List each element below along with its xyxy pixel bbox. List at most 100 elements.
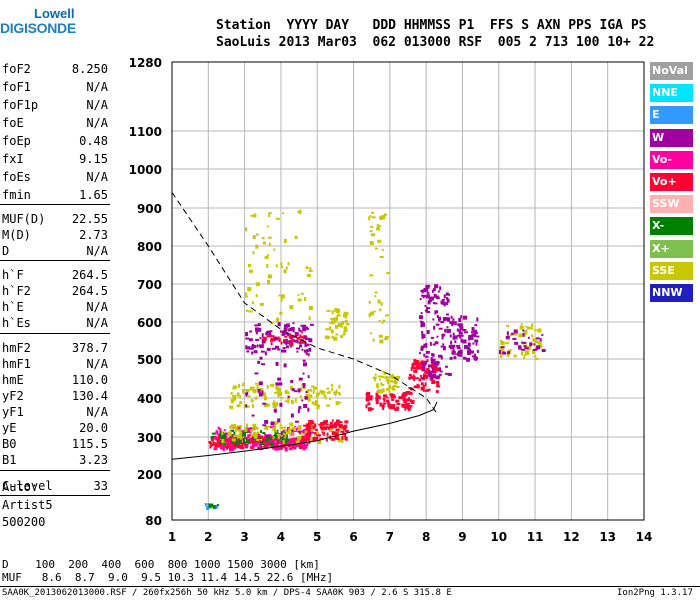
echo-point: [366, 392, 371, 396]
echo-point: [219, 433, 222, 438]
echo-point: [228, 447, 231, 452]
echo-point: [426, 306, 429, 311]
echo-point: [307, 422, 312, 426]
echo-point: [402, 397, 406, 402]
echo-point: [261, 333, 264, 338]
echo-point: [410, 366, 413, 371]
x-tick-label: 7: [386, 530, 394, 544]
echo-point: [247, 287, 252, 292]
echo-point: [389, 374, 393, 377]
echo-point: [270, 437, 275, 442]
y-tick-label: 800: [137, 240, 162, 254]
echo-point: [306, 432, 310, 437]
echo-point: [390, 380, 395, 383]
echo-point: [242, 437, 245, 442]
echo-point: [287, 395, 290, 398]
echo-point: [299, 344, 303, 348]
echo-point: [443, 304, 446, 307]
echo-point: [263, 396, 267, 401]
echo-point: [520, 351, 523, 356]
echo-point: [339, 421, 343, 424]
legend-item: NNE: [650, 84, 693, 103]
echo-point: [256, 233, 259, 237]
echo-point: [245, 404, 248, 408]
echo-point: [302, 446, 306, 451]
echo-point: [209, 445, 212, 449]
echo-point: [305, 391, 308, 394]
echo-point: [438, 327, 443, 330]
echo-point: [264, 438, 269, 442]
echo-point: [307, 397, 311, 402]
param-value: N/A: [86, 405, 108, 419]
autoscale-label: Auto:: [2, 480, 39, 494]
echo-point: [251, 436, 254, 441]
echo-point: [301, 348, 304, 351]
echo-point: [328, 428, 332, 433]
echo-point: [323, 395, 327, 398]
echo-point: [290, 339, 295, 343]
y-tick-labels: 80 200 300 400 500 600 700 800 900 1000 1100 1280: [129, 56, 162, 528]
echo-point: [412, 362, 417, 366]
echo-point: [539, 338, 542, 342]
echo-point: [244, 295, 248, 298]
echo-point: [280, 349, 285, 353]
echo-point: [291, 444, 295, 449]
x-tick-label: 3: [240, 530, 248, 544]
echo-point: [431, 289, 434, 293]
echo-point: [258, 327, 262, 332]
echo-point: [505, 335, 510, 339]
echo-point: [426, 330, 430, 335]
echo-point: [285, 345, 289, 349]
echo-point: [510, 332, 514, 335]
echo-point: [273, 442, 277, 447]
echo-point: [238, 425, 243, 428]
echo-point: [280, 294, 285, 299]
echo-point: [296, 337, 299, 340]
echo-point: [468, 336, 471, 341]
echo-point: [278, 382, 283, 386]
echo-point: [308, 347, 312, 352]
echo-point: [422, 373, 426, 378]
echo-point: [251, 346, 254, 350]
echo-point: [412, 374, 415, 378]
echo-point: [423, 353, 426, 357]
echo-point: [509, 334, 513, 337]
echo-point: [343, 331, 346, 336]
echo-point: [426, 311, 431, 314]
param-value: N/A: [86, 316, 108, 330]
echo-point: [273, 248, 276, 251]
echo-point: [344, 424, 348, 429]
echo-point: [331, 388, 334, 392]
echo-point: [325, 423, 329, 426]
echo-point: [377, 389, 381, 393]
echo-point: [448, 345, 452, 349]
echo-point: [306, 436, 311, 441]
echo-point: [279, 311, 283, 315]
echo-point: [442, 316, 447, 321]
echo-point: [249, 386, 253, 391]
echo-point: [254, 443, 259, 446]
param-value: 0.48: [79, 134, 108, 148]
param-name: fmin: [2, 188, 31, 202]
echo-point: [219, 445, 223, 450]
echo-point: [256, 384, 259, 389]
header-values: SaoLuis 2013 Mar03 062 013000 RSF 005 2 …: [216, 35, 655, 50]
echo-point: [282, 346, 286, 349]
echo-point: [377, 375, 382, 378]
echo-point: [409, 399, 412, 403]
echo-point: [472, 342, 475, 345]
echo-point: [229, 438, 233, 443]
echo-point: [282, 339, 286, 343]
echo-point: [283, 363, 287, 368]
echo-point: [257, 323, 261, 327]
echo-point: [333, 422, 337, 426]
echo-point: [326, 309, 331, 312]
echo-point: [500, 353, 503, 358]
echo-point: [277, 348, 281, 351]
echo-point: [305, 396, 309, 400]
echo-point: [277, 435, 280, 440]
echo-point: [294, 420, 299, 423]
echo-point: [278, 440, 281, 443]
echo-point: [241, 384, 244, 387]
echo-point: [296, 350, 299, 353]
